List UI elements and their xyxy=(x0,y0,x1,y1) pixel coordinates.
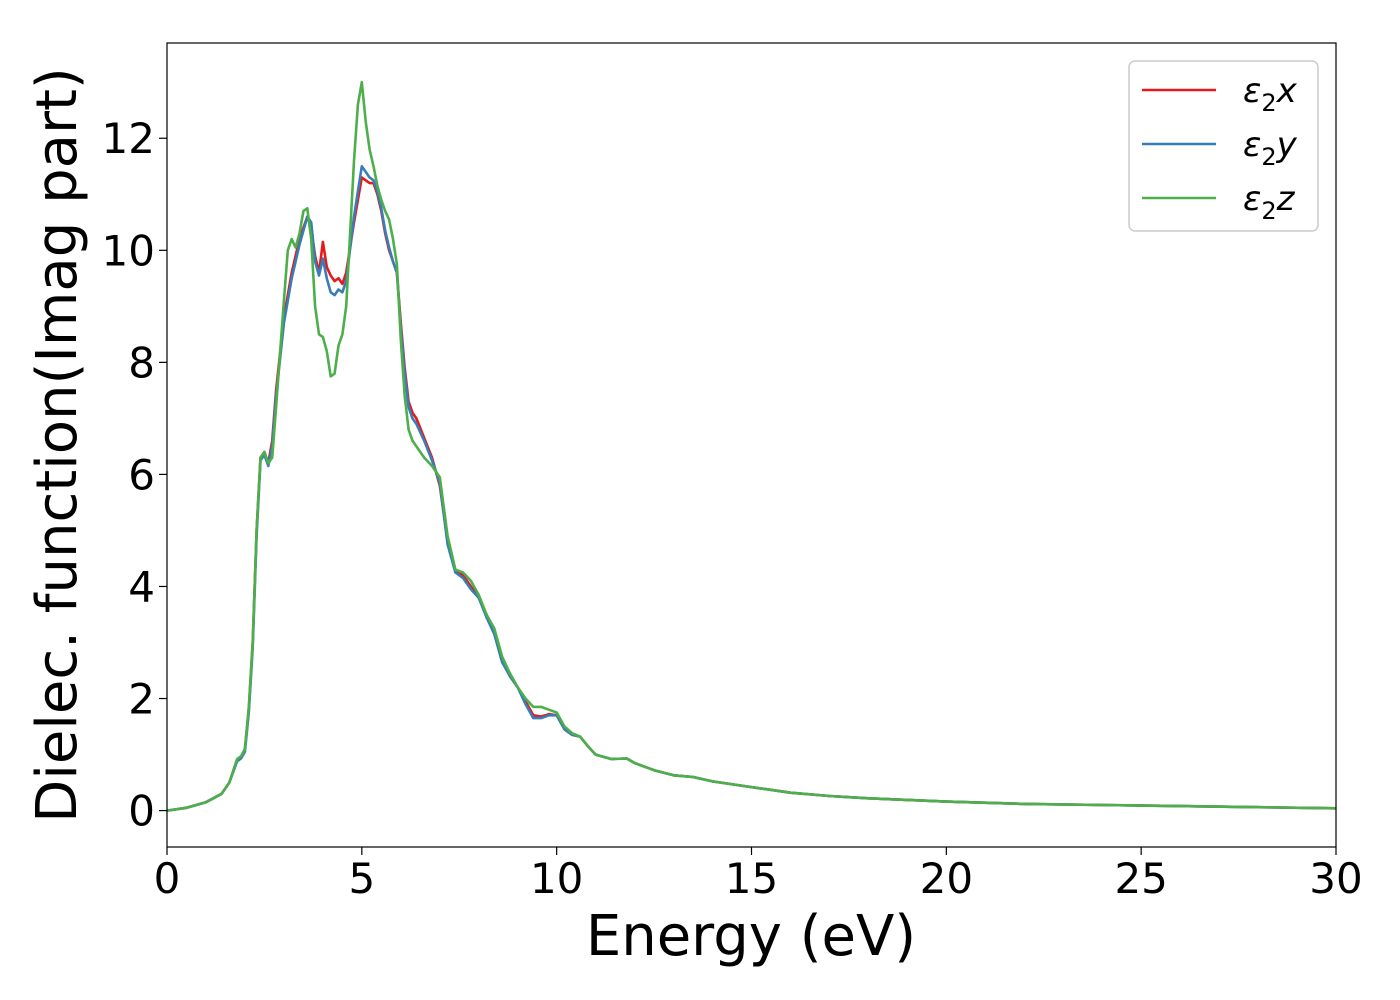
legend-label-z: ε2z xyxy=(1243,179,1296,225)
series-layer xyxy=(166,80,1337,812)
legend-box xyxy=(1128,60,1319,232)
y-tick-label: 10 xyxy=(102,226,155,275)
y-tick-label: 8 xyxy=(128,338,155,387)
x-tick-label: 25 xyxy=(1114,854,1167,903)
x-axis-label: Energy (eV) xyxy=(586,904,916,969)
y-tick-label: 12 xyxy=(102,114,155,163)
legend-label-y: ε2y xyxy=(1243,125,1298,171)
y-axis: 0 2 4 6 8 10 12 xyxy=(102,114,167,836)
legend-label-x: ε2x xyxy=(1243,71,1298,117)
x-tick-label: 20 xyxy=(920,854,973,903)
x-axis: 0 5 10 15 20 25 30 xyxy=(154,847,1363,903)
y-tick-label: 4 xyxy=(128,562,155,611)
legend: ε2x ε2y ε2z xyxy=(1128,60,1319,232)
x-tick-label: 0 xyxy=(154,854,181,903)
y-axis-label: Dielec. function(Imag part) xyxy=(25,67,90,823)
series-line-z xyxy=(166,80,1337,812)
y-tick-label: 6 xyxy=(128,450,155,499)
y-tick-label: 2 xyxy=(128,675,155,724)
x-tick-label: 10 xyxy=(530,854,583,903)
y-tick-label: 0 xyxy=(128,787,155,836)
x-tick-label: 15 xyxy=(725,854,778,903)
x-tick-label: 5 xyxy=(348,854,375,903)
x-tick-label: 30 xyxy=(1309,854,1362,903)
